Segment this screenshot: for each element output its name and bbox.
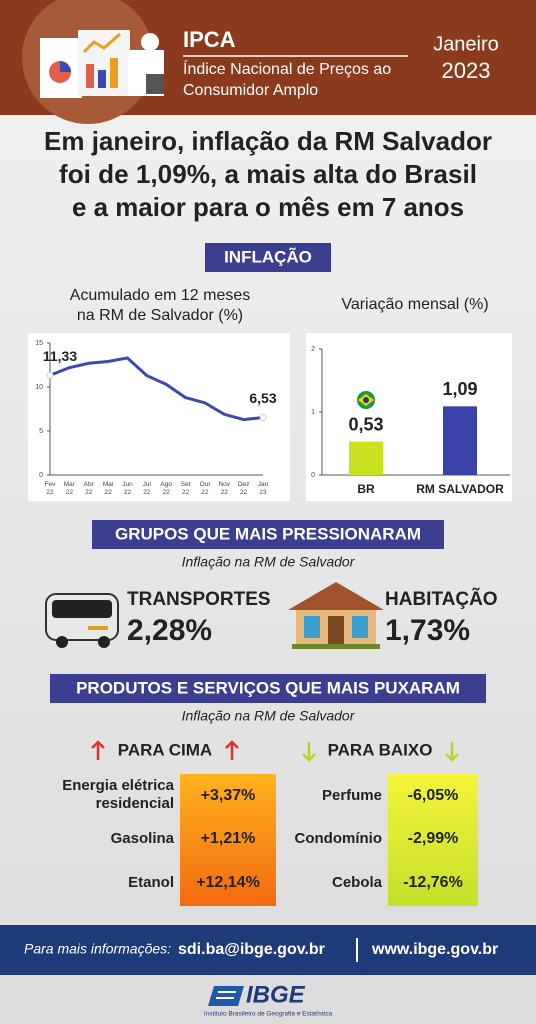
x-tick-label: Mai 22: [103, 481, 113, 496]
value-label: 0,53: [348, 414, 383, 434]
value-label: 6,53: [249, 390, 276, 406]
bar: [443, 406, 477, 475]
item-value: +12,14%: [196, 874, 260, 891]
arrow-up: [225, 740, 239, 760]
house-icon: [288, 582, 384, 649]
footer-label: Para mais informações:: [24, 941, 171, 957]
y-tick-label: 10: [35, 384, 43, 391]
header-year: 2023: [442, 58, 491, 83]
section-title: INFLAÇÃO: [224, 246, 312, 266]
item-value: +1,21%: [201, 830, 256, 847]
item-value: -12,76%: [403, 874, 463, 891]
arrow-down: [445, 742, 459, 762]
item-name: Cebola: [332, 874, 383, 891]
item-value: -6,05%: [408, 787, 459, 804]
logo-full: Instituto Brasileiro de Geografia e Esta…: [204, 1011, 333, 1018]
x-tick-label: BR: [357, 482, 375, 496]
x-tick-label: Mar 22: [64, 481, 76, 496]
x-tick-label: Jan 23: [258, 481, 269, 496]
headline: foi de 1,09%, a mais alta do Brasil: [59, 159, 477, 189]
y-tick-label: 1: [311, 409, 315, 416]
header-month: Janeiro: [433, 33, 499, 55]
x-tick-label: Dez 22: [238, 481, 250, 496]
footer-site: www.ibge.gov.br: [371, 941, 498, 958]
chart-panel: [306, 333, 512, 501]
section-subtitle: Inflação na RM de Salvador: [182, 708, 356, 724]
headline: e a maior para o mês em 7 anos: [72, 192, 464, 222]
header-subtitle: Índice Nacional de Preços ao: [183, 59, 391, 78]
x-tick-label: Jul 22: [143, 481, 152, 496]
value-label: 11,33: [43, 348, 77, 364]
x-tick-label: Ago 22: [160, 481, 172, 496]
y-tick-label: 2: [311, 346, 315, 353]
group-value: 2,28%: [127, 614, 212, 647]
header-title: IPCA: [183, 27, 236, 52]
y-tick-label: 15: [35, 340, 43, 347]
chart-title: Acumulado em 12 meses: [70, 287, 251, 304]
item-name: Gasolina: [111, 830, 175, 847]
line-chart: 0 5 10 15 Fev 22 Mar 22 Abr 22 Mai 22 Jun 22 Jul 22 Ago 2…: [35, 340, 277, 496]
x-tick-label: Out 22: [200, 481, 211, 496]
list-title: PARA CIMA: [118, 740, 212, 759]
section-banner: [205, 243, 331, 272]
bar: [349, 441, 383, 475]
section-subtitle: Inflação na RM de Salvador: [182, 554, 356, 570]
header-subtitle: Consumidor Amplo: [183, 82, 318, 99]
x-tick-label: Fev 22: [45, 481, 57, 496]
section-title: GRUPOS QUE MAIS PRESSIONARAM: [115, 524, 421, 543]
headline: Em janeiro, inflação da RM Salvador: [44, 126, 492, 156]
item-value: -2,99%: [408, 830, 459, 847]
chart-panel: [28, 333, 290, 501]
y-tick-label: 5: [39, 428, 43, 435]
y-tick-label: 0: [311, 472, 315, 479]
item-name: residencial: [96, 795, 174, 812]
section-title: PRODUTOS E SERVIÇOS QUE MAIS PUXARAM: [76, 678, 460, 697]
item-name: Perfume: [322, 787, 382, 804]
x-tick-label: RM SALVADOR: [416, 482, 504, 496]
chart-title: Variação mensal (%): [341, 296, 488, 313]
logo-mark: [208, 986, 244, 1006]
point: [259, 414, 267, 422]
bus-icon: [45, 593, 119, 648]
x-tick-label: Jun 22: [122, 481, 133, 496]
bar-chart: 0 1 2 0,53 BR 1,09 RM SALVADOR: [311, 346, 510, 496]
footer-band: [0, 925, 536, 975]
footer-email: sdi.ba@ibge.gov.br: [178, 941, 325, 958]
item-name: Condomínio: [295, 830, 382, 847]
group-value: 1,73%: [385, 614, 470, 647]
chart-title: na RM de Salvador (%): [77, 307, 243, 324]
list-title: PARA BAIXO: [328, 740, 433, 759]
value-box: [388, 774, 478, 906]
logo-name: IBGE: [246, 981, 306, 1008]
group-name: HABITAÇÃO: [385, 588, 498, 610]
line: [49, 356, 264, 422]
arrow-up: [91, 740, 105, 760]
x-tick-label: Abr 22: [84, 481, 95, 496]
y-tick-label: 0: [39, 472, 43, 479]
value-label: 1,09: [442, 379, 477, 399]
section-banner: [50, 674, 486, 703]
x-tick-label: Set 22: [181, 481, 191, 496]
section-banner: [92, 520, 444, 549]
item-name: Energia elétrica: [62, 777, 174, 794]
item-name: Etanol: [128, 874, 174, 891]
brazil-flag: [357, 391, 375, 409]
item-value: +3,37%: [201, 787, 256, 804]
point: [46, 371, 54, 379]
group-name: TRANSPORTES: [127, 589, 271, 610]
header-icon: [40, 30, 164, 98]
arrow-down: [302, 742, 316, 762]
x-tick-label: Nov 22: [218, 481, 230, 496]
value-box: [180, 774, 276, 906]
